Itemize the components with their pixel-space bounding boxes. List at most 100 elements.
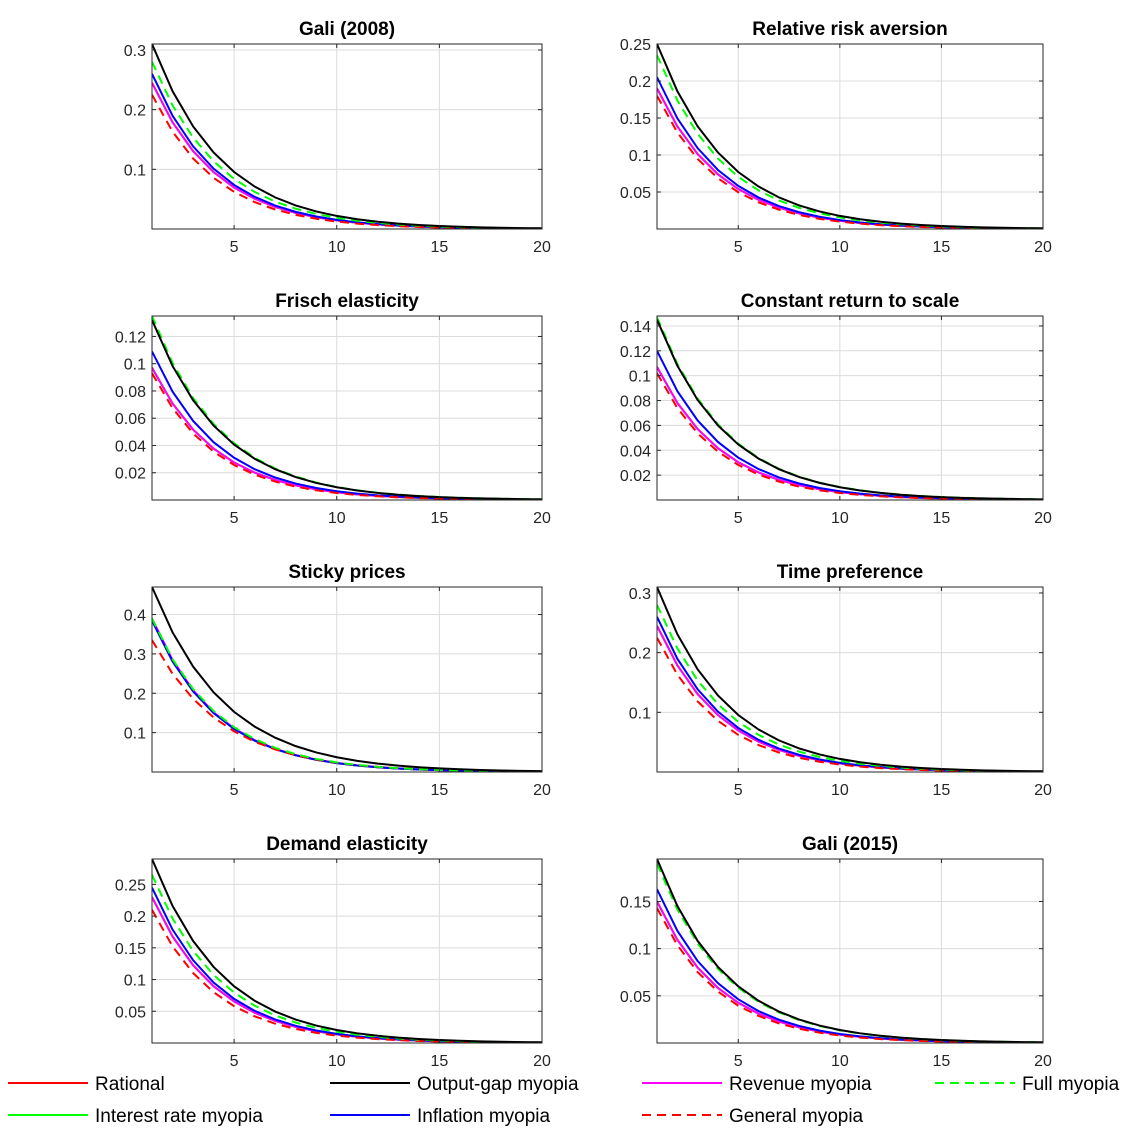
series-line-general-myopia (152, 372, 542, 500)
plot-area (152, 859, 542, 1043)
plot-area (152, 587, 542, 772)
axes-box (151, 43, 543, 230)
series-line-output-gap-myopia (657, 43, 1043, 229)
x-tick-label: 10 (831, 1053, 849, 1070)
legend-entry-general-myopia: General myopia (642, 1106, 864, 1127)
legend-label: Inflation myopia (417, 1106, 551, 1127)
y-tick-label: 0.1 (629, 705, 651, 722)
x-tick-label: 20 (1034, 510, 1052, 527)
legend-label: Output-gap myopia (417, 1074, 579, 1095)
x-tick-label: 10 (328, 239, 346, 256)
legend-label: Revenue myopia (729, 1074, 872, 1095)
x-tick-label: 5 (230, 1053, 239, 1070)
y-tick-label: 0.1 (124, 357, 146, 374)
y-tick-label: 0.1 (124, 162, 146, 179)
x-tick-label: 15 (430, 1053, 448, 1070)
x-tick-label: 10 (328, 782, 346, 799)
y-tick-label: 0.12 (115, 329, 146, 346)
series-line-general-myopia (657, 372, 1043, 500)
x-tick-label: 5 (734, 239, 743, 256)
series-group (152, 315, 542, 500)
legend: Rational Output-gap myopia Revenue myopia F… (8, 1074, 1120, 1127)
panel-title: Relative risk aversion (752, 19, 947, 40)
legend-label: General myopia (729, 1106, 864, 1127)
panel-gali-2015: 5 10 15 20 0.05 0.1 0.15 Gali (2015) (620, 834, 1052, 1070)
axes-box (656, 43, 1044, 230)
panel-gali-2008: 5 10 15 20 0.1 0.2 0.3 Gali (2008) (124, 19, 551, 256)
x-tick-label: 20 (533, 510, 551, 527)
y-tick-label: 0.2 (629, 74, 651, 91)
x-tick-label: 20 (1034, 1053, 1052, 1070)
x-tick-label: 5 (734, 1053, 743, 1070)
x-tick-label: 10 (328, 510, 346, 527)
y-tick-label: 0.1 (124, 973, 146, 990)
x-tick-label: 10 (831, 510, 849, 527)
x-tick-label: 5 (734, 782, 743, 799)
legend-entry-output-gap-myopia: Output-gap myopia (330, 1074, 579, 1095)
series-line-general-myopia (657, 907, 1043, 1043)
y-tick-label: 0.06 (115, 411, 146, 428)
x-tick-label: 5 (230, 239, 239, 256)
plot-area (152, 44, 542, 229)
y-tick-label: 0.3 (124, 647, 146, 664)
y-tick-label: 0.1 (629, 148, 651, 165)
y-tick-label: 0.3 (629, 586, 651, 603)
y-tick-label: 0.05 (620, 989, 651, 1006)
y-tick-label: 0.2 (124, 686, 146, 703)
axes-box (656, 858, 1044, 1044)
x-tick-label: 5 (734, 510, 743, 527)
x-tick-label: 15 (430, 510, 448, 527)
axes-box (151, 315, 543, 501)
legend-label: Full myopia (1022, 1074, 1120, 1095)
plot-area (657, 44, 1043, 229)
panel-sticky-prices: 5 10 15 20 0.1 0.2 0.3 0.4 Sticky prices (124, 562, 551, 799)
y-tick-label: 0.04 (115, 438, 146, 455)
y-tick-label: 0.05 (620, 185, 651, 202)
y-tick-label: 0.14 (620, 319, 651, 336)
series-group (657, 858, 1043, 1043)
series-line-general-myopia (657, 95, 1043, 229)
y-tick-label: 0.4 (124, 608, 146, 625)
series-line-output-gap-myopia (152, 319, 542, 500)
legend-entry-full-myopia: Full myopia (935, 1074, 1120, 1095)
panels: 5 10 15 20 0.1 0.2 0.3 Gali (2008) 5 10 15 20 0.05 0.… (115, 19, 1052, 1070)
x-tick-label: 20 (533, 239, 551, 256)
legend-entry-rational: Rational (8, 1074, 165, 1095)
x-tick-label: 5 (230, 782, 239, 799)
plot-area (657, 859, 1043, 1043)
series-line-full-myopia (152, 618, 542, 772)
x-tick-label: 20 (533, 1053, 551, 1070)
x-tick-label: 20 (1034, 782, 1052, 799)
axes-box (656, 315, 1044, 501)
y-tick-label: 0.08 (620, 394, 651, 411)
series-group (657, 43, 1043, 229)
series-line-output-gap-myopia (657, 586, 1043, 772)
series-group (657, 586, 1043, 772)
y-tick-label: 0.25 (620, 37, 651, 54)
series-line-output-gap-myopia (152, 586, 542, 772)
panel-title: Demand elasticity (266, 834, 428, 855)
x-tick-label: 5 (230, 510, 239, 527)
legend-label: Interest rate myopia (95, 1106, 263, 1127)
series-group (152, 858, 542, 1043)
legend-entry-inflation-myopia: Inflation myopia (330, 1106, 551, 1127)
y-tick-label: 0.12 (620, 344, 651, 361)
y-tick-label: 0.1 (629, 942, 651, 959)
panel-title: Sticky prices (288, 562, 405, 583)
x-tick-label: 10 (328, 1053, 346, 1070)
legend-label: Rational (95, 1074, 165, 1095)
plot-area (152, 316, 542, 500)
panel-title: Frisch elasticity (275, 291, 419, 312)
y-tick-label: 0.1 (629, 369, 651, 386)
x-tick-label: 15 (933, 1053, 951, 1070)
panel-title: Gali (2015) (802, 834, 898, 855)
legend-entry-interest-rate-myopia: Interest rate myopia (8, 1106, 263, 1127)
legend-entry-revenue-myopia: Revenue myopia (642, 1074, 872, 1095)
axes-box (151, 586, 543, 773)
axes-box (656, 586, 1044, 773)
x-tick-label: 20 (1034, 239, 1052, 256)
panel-frisch-elasticity: 5 10 15 20 0.02 0.04 0.06 0.08 0.1 0.12 Frisch ela… (115, 291, 551, 527)
x-tick-label: 15 (430, 239, 448, 256)
y-tick-label: 0.2 (124, 909, 146, 926)
